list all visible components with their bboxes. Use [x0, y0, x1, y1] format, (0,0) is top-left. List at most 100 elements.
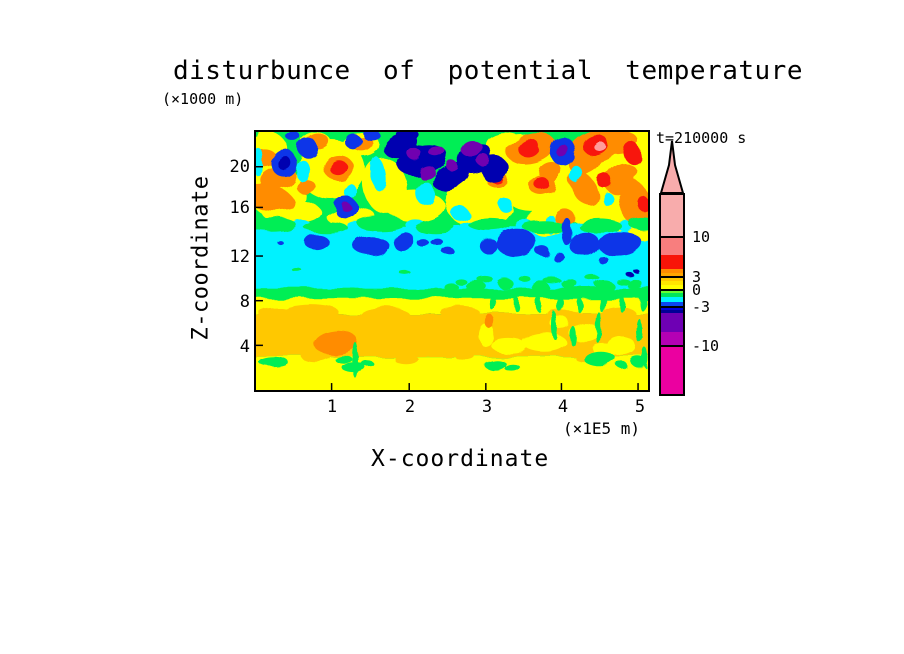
contour-blob [440, 306, 480, 319]
z-tick-label: 12 [229, 247, 250, 267]
contour-blob [556, 291, 563, 312]
contour-blob [561, 278, 578, 289]
contour-blob [394, 231, 415, 254]
colorbar-segment [661, 310, 683, 313]
contour-blob [569, 231, 600, 258]
contour-blob [552, 252, 565, 262]
contour-blob [596, 312, 603, 345]
contour-blob [603, 192, 614, 207]
chart-title: disturbunce of potential temperature [173, 56, 803, 86]
contour-blob [361, 307, 410, 322]
colorbar-segment [661, 195, 683, 237]
contour-blob [334, 355, 353, 364]
contour-field [256, 132, 648, 390]
z-tick-label: 16 [229, 198, 250, 218]
base-band [256, 287, 648, 299]
colorbar-segment [661, 237, 683, 255]
colorbar [659, 193, 685, 396]
contour-blob [258, 357, 289, 368]
contour-blob [497, 197, 512, 212]
contour-blob [278, 242, 285, 247]
colorbar-tick-label: -3 [692, 298, 711, 316]
colorbar-tick-line [661, 276, 683, 278]
colorbar-tick-label: 3 [692, 268, 702, 286]
colorbar-segment [661, 313, 683, 332]
contour-blob [464, 279, 485, 290]
contour-blob [256, 147, 264, 176]
x-tick-label: 5 [634, 397, 646, 417]
contour-blob [597, 174, 614, 189]
contour-blob [536, 296, 543, 313]
colorbar-tick-line [661, 306, 683, 308]
contour-blob [504, 364, 521, 373]
colorbar-segment [661, 273, 683, 277]
contour-blob [256, 183, 294, 212]
colorbar-segment [661, 281, 683, 285]
contour-blob [522, 332, 567, 353]
contour-blob [256, 217, 296, 232]
colorbar-segment [661, 332, 683, 347]
contour-blob [276, 155, 291, 170]
contour-blob [513, 293, 520, 312]
x-tick-label: 1 [326, 397, 338, 417]
x-tick-label: 3 [481, 397, 493, 417]
contour-blob [595, 279, 614, 290]
contour-blob [628, 217, 648, 230]
contour-blob [385, 190, 446, 223]
contour-blob [454, 352, 475, 361]
contour-blob [617, 361, 628, 370]
base-band [256, 298, 648, 314]
contour-blob [570, 165, 583, 184]
contour-blob [408, 148, 423, 161]
contour-blob [429, 145, 446, 158]
base-band [256, 356, 648, 390]
x-tick-label: 2 [404, 397, 416, 417]
contour-blob [543, 277, 562, 284]
contour-blob [643, 348, 648, 369]
colorbar-segment [661, 347, 683, 394]
contour-blob [533, 175, 548, 190]
x-axis-units-label: (×1E5 m) [563, 419, 641, 438]
contour-blob [568, 323, 601, 342]
contour-blob [395, 132, 420, 141]
contour-blob [356, 216, 405, 231]
contour-blob [489, 296, 496, 311]
colorbar-tick-label: 10 [692, 228, 711, 246]
contour-blob [285, 132, 300, 141]
contour-blob [292, 268, 303, 273]
contour-blob [415, 221, 455, 234]
colorbar-tick-line [661, 345, 683, 347]
contour-blob [303, 221, 348, 234]
contour-blob [619, 294, 626, 313]
colorbar-segment [661, 285, 683, 289]
contour-blob [418, 166, 436, 180]
colorbar-segment [661, 269, 683, 273]
contour-blob [393, 353, 418, 364]
contour-blob [370, 155, 385, 192]
contour-blob [639, 294, 646, 311]
time-annotation: t=210000 s [656, 129, 747, 147]
contour-blob [295, 159, 310, 182]
contour-blob [517, 138, 540, 157]
colorbar-arrow [659, 140, 685, 194]
colorbar-tick-line [661, 289, 683, 291]
contour-blob [476, 154, 491, 167]
contour-blob [297, 137, 318, 158]
contour-blob [616, 220, 633, 231]
z-axis-label: Z-coordinate [188, 175, 214, 341]
colorbar-segment [661, 306, 683, 310]
contour-blob [467, 217, 512, 232]
colorbar-tick-label: -10 [692, 337, 720, 355]
contour-blob [551, 311, 558, 340]
z-tick-label: 8 [239, 292, 250, 312]
contour-blob [634, 269, 641, 274]
contour-blob [430, 237, 443, 246]
contour-blob [352, 342, 359, 379]
contour-blob [304, 234, 329, 251]
contour-layers [256, 132, 648, 390]
contour-blob [599, 288, 606, 313]
contour-blob [301, 352, 330, 363]
contour-blob [484, 314, 495, 329]
contour-blob [631, 357, 648, 368]
contour-blob [361, 360, 374, 367]
